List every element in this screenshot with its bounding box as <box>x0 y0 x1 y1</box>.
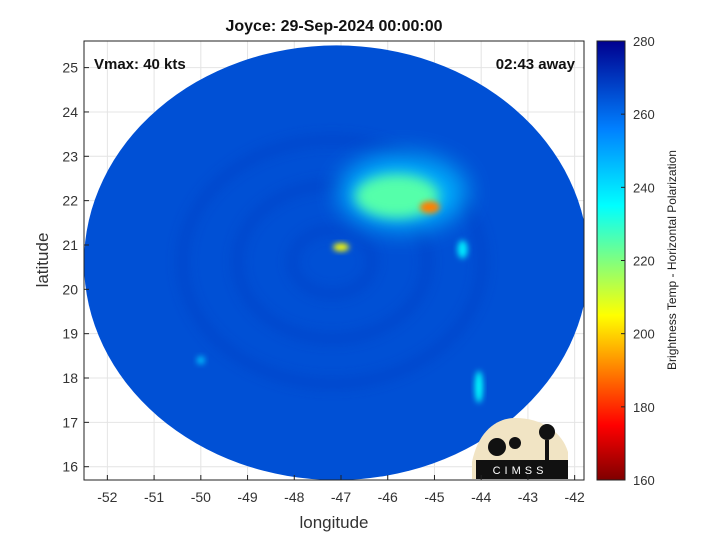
colorbar-tick-label: 200 <box>633 327 655 342</box>
feature-northeast-convection <box>355 174 440 219</box>
x-tick-label: -45 <box>424 489 444 505</box>
x-axis-ticks: -52 -51 -50 -49 -48 -47 -46 -45 -44 -43 -42 <box>97 475 585 505</box>
y-tick-label: 25 <box>62 60 78 76</box>
cimss-logo: CIMSS <box>472 418 568 479</box>
y-tick-label: 21 <box>62 237 78 253</box>
colorbar-tick-label: 260 <box>633 107 655 122</box>
x-tick-label: -50 <box>191 489 211 505</box>
y-tick-label: 17 <box>62 414 78 430</box>
plot-frame <box>83 40 585 481</box>
feature-eyewall-arc <box>333 243 350 252</box>
colorbar-tick-label: 180 <box>633 400 655 415</box>
feature-southeast-rainband <box>474 370 483 403</box>
spiral-band <box>287 224 378 299</box>
colorbar-tick-label: 220 <box>633 254 655 269</box>
y-axis-label: latitude <box>33 233 52 288</box>
y-tick-label: 18 <box>62 370 78 386</box>
chart-title: Joyce: 29-Sep-2024 00:00:00 <box>225 18 442 35</box>
y-tick-label: 23 <box>62 148 78 164</box>
x-tick-label: -44 <box>471 489 491 505</box>
colorbar <box>596 40 626 481</box>
colorbar-ticks: 160 180 200 220 240 260 280 <box>621 34 655 488</box>
y-tick-label: 19 <box>62 326 78 342</box>
water-tower-icon <box>539 424 555 440</box>
time-offset-annotation: 02:43 away <box>496 56 576 73</box>
feature-eastern-cell <box>457 240 468 259</box>
x-tick-label: -48 <box>284 489 304 505</box>
colorbar-tick-label: 240 <box>633 180 655 195</box>
x-tick-label: -46 <box>378 489 398 505</box>
colorbar-label: Brightness Temp - Horizontal Polarizatio… <box>665 150 679 370</box>
y-tick-label: 24 <box>62 104 78 120</box>
y-tick-label: 16 <box>62 459 78 475</box>
x-tick-label: -52 <box>97 489 117 505</box>
y-tick-label: 22 <box>62 193 78 209</box>
colorbar-tick-label: 280 <box>633 34 655 49</box>
vmax-annotation: Vmax: 40 kts <box>94 56 186 73</box>
y-tick-label: 20 <box>62 281 78 297</box>
brightness-temperature-field <box>84 45 584 480</box>
feature-southwest-cell <box>196 356 205 365</box>
logo-text: CIMSS <box>493 465 548 477</box>
y-axis-ticks: 16 17 18 19 20 21 22 23 24 25 <box>62 60 89 475</box>
x-tick-label: -43 <box>518 489 538 505</box>
spiral-band <box>232 179 433 344</box>
x-axis-label: longitude <box>299 513 368 532</box>
swath-disk <box>84 45 584 480</box>
spiral-band <box>177 134 488 389</box>
antenna-dish-icon <box>488 438 506 456</box>
x-tick-label: -47 <box>331 489 351 505</box>
feature-warm-core-ring <box>419 201 440 214</box>
x-tick-label: -42 <box>565 489 585 505</box>
x-tick-label: -49 <box>237 489 257 505</box>
x-tick-label: -51 <box>144 489 164 505</box>
colorbar-tick-label: 160 <box>633 473 655 488</box>
